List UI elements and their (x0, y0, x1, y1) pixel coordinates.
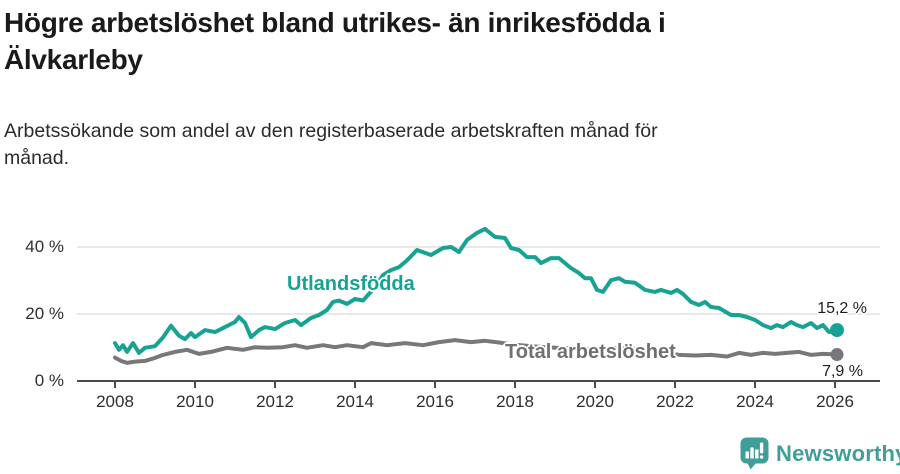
newsworthy-logo-icon (740, 437, 769, 470)
title-line-1: Högre arbetslöshet bland utrikes- än inr… (4, 7, 666, 38)
series-line-1 (113, 338, 839, 365)
newsworthy-wordmark: Newsworthy (776, 440, 900, 466)
subtitle-line-1: Arbetssökande som andel av den registerb… (4, 120, 658, 142)
page-title: Högre arbetslöshet bland utrikes- än inr… (4, 4, 764, 78)
newsworthy-logo: Newsworthy (740, 437, 900, 470)
chart-subtitle: Arbetssökande som andel av den registerb… (4, 118, 824, 172)
series-end-dot-1 (830, 348, 844, 362)
title-line-2: Älvkarleby (4, 44, 143, 75)
subtitle-line-2: månad. (4, 147, 70, 169)
series-end-dot-0 (830, 323, 844, 338)
series-line-0 (113, 226, 839, 355)
